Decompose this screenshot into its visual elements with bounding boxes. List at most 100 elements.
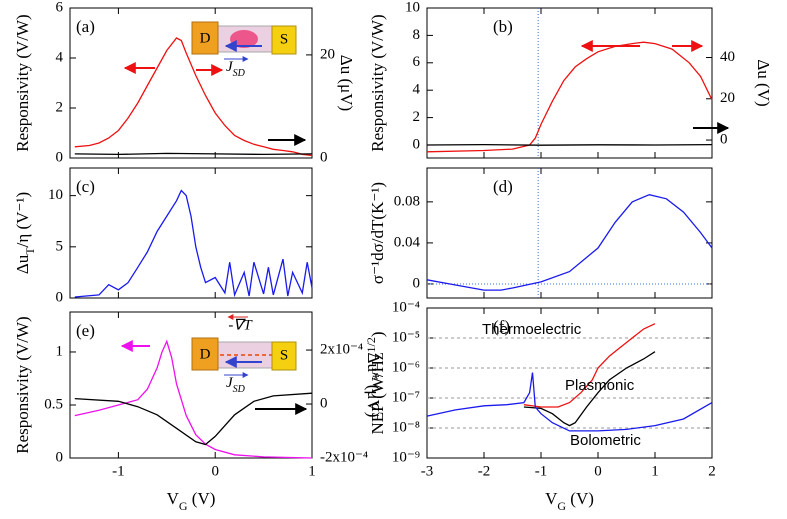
plot-frame <box>426 7 713 159</box>
label-part: 1/2 <box>364 337 378 352</box>
x-tick-label: 1 <box>651 463 659 479</box>
y-tick-label: 0.08 <box>394 193 420 209</box>
y-axis-label: σ⁻¹dσ/dT(K⁻¹) <box>368 182 387 284</box>
y-axis-label: Responsivity (V/W) <box>13 14 32 151</box>
legend-entry: Plasmonic <box>565 377 635 394</box>
panel-label: (a) <box>76 17 95 36</box>
label-part: J <box>226 59 234 75</box>
y2-tick-label: 2x10⁻⁴ <box>320 341 363 357</box>
label-part: T <box>23 247 37 255</box>
y-tick-label: 8 <box>413 27 421 43</box>
series-line <box>74 339 313 459</box>
drain-label: D <box>200 30 211 46</box>
label-part: Δu <box>13 254 32 274</box>
y-tick-label: 2 <box>56 99 64 115</box>
panel-label: (d) <box>493 177 513 196</box>
panel-label: (b) <box>493 17 513 36</box>
y2-tick-label: 0 <box>720 131 728 147</box>
series-line <box>74 392 313 446</box>
y-tick-label: 10⁻⁴ <box>392 299 420 315</box>
x-tick-label: -2 <box>478 463 491 479</box>
y-tick-label: 10⁻⁶ <box>392 359 420 375</box>
label-part: SD <box>233 384 246 395</box>
x-tick-label: 0 <box>594 463 602 479</box>
y-tick-label: 10⁻⁸ <box>392 419 420 435</box>
label-part: ) <box>368 331 387 337</box>
y2-tick-label: 20 <box>720 90 735 106</box>
y2-tick-label: 0 <box>320 149 328 165</box>
series-line <box>426 194 713 291</box>
label-part: G <box>179 499 188 513</box>
series-line <box>426 41 713 153</box>
y2-tick-label: 20 <box>320 46 335 62</box>
source-label: S <box>280 347 288 363</box>
y-tick-label: 6 <box>413 54 421 70</box>
series-line <box>426 372 713 432</box>
legend-entry: Bolometric <box>570 432 641 449</box>
label-part: σ⁻¹dσ/dT(K⁻¹) <box>368 182 387 284</box>
label-part: NEP (W/Hz <box>368 352 387 434</box>
x-tick-label: 1 <box>308 463 316 479</box>
plot-frame <box>69 167 313 299</box>
y-tick-label: 10⁻⁵ <box>392 329 420 345</box>
x-axis-label: VG (V) <box>545 489 594 513</box>
y-tick-label: 6 <box>56 0 64 15</box>
plot-frame <box>69 311 313 459</box>
y-tick-label: 2 <box>413 109 421 125</box>
y-axis-label: ΔuT/η (V⁻¹) <box>13 192 37 274</box>
label-part: Responsivity (V/W) <box>13 316 32 453</box>
series-line <box>426 143 713 146</box>
x-tick-label: -1 <box>112 463 125 479</box>
y-tick-label: 4 <box>56 49 64 65</box>
label-part: V <box>545 489 558 508</box>
y2-tick-label: -2x10⁻⁴ <box>320 449 368 465</box>
plot-frame <box>426 307 713 459</box>
label-part: G <box>557 499 566 513</box>
series-line <box>74 37 313 157</box>
x-tick-label: -1 <box>535 463 548 479</box>
y-tick-label: 1 <box>56 343 64 359</box>
series-line <box>74 189 313 298</box>
x-axis-label: VG (V) <box>167 489 216 513</box>
y-tick-label: 0 <box>56 289 64 305</box>
panel-label: (f) <box>493 317 510 336</box>
series-line <box>523 351 656 427</box>
y-axis-label: Responsivity (V/W) <box>368 14 387 151</box>
plot-frame <box>69 7 313 159</box>
source <box>271 341 297 371</box>
y2-axis-label: Δu* (μV) <box>364 353 383 418</box>
label-part: Responsivity (V/W) <box>368 14 387 151</box>
gradient-label: -∇T <box>228 317 253 333</box>
x-tick-label: -3 <box>421 463 434 479</box>
label-part: (V) <box>566 489 594 508</box>
y-tick-label: 10⁻⁹ <box>392 449 420 465</box>
y-axis-label: Responsivity (V/W) <box>13 316 32 453</box>
plot-frame <box>426 167 713 299</box>
legend-entry: Thermoelectric <box>482 321 582 338</box>
label-part: SD <box>233 68 246 79</box>
label-part: (V) <box>188 489 216 508</box>
y-tick-label: 10 <box>405 0 420 15</box>
hot-spot <box>230 30 258 48</box>
y2-tick-label: 40 <box>720 49 735 65</box>
drain-label: D <box>200 346 211 362</box>
y-tick-label: 0.5 <box>44 396 63 412</box>
y2-tick-label: 0 <box>320 395 328 411</box>
y-tick-label: 0 <box>413 275 421 291</box>
panel-label: (e) <box>76 321 95 340</box>
label-part: V <box>167 489 180 508</box>
series-line <box>523 323 656 408</box>
y2-axis-label: Δu (μV) <box>337 55 356 111</box>
y-tick-label: 4 <box>413 82 421 98</box>
label-part: /η (V⁻¹) <box>13 192 32 248</box>
source-label: S <box>280 31 288 47</box>
y-tick-label: 10⁻⁷ <box>392 389 420 405</box>
y-tick-label: 5 <box>56 238 64 254</box>
panel-label: (c) <box>76 177 95 196</box>
label-part: J <box>226 375 234 391</box>
x-tick-label: 2 <box>708 463 716 479</box>
y-tick-label: 10 <box>48 187 63 203</box>
y-tick-label: 0.04 <box>394 234 421 250</box>
y2-axis-label: Δu (V) <box>754 59 773 106</box>
